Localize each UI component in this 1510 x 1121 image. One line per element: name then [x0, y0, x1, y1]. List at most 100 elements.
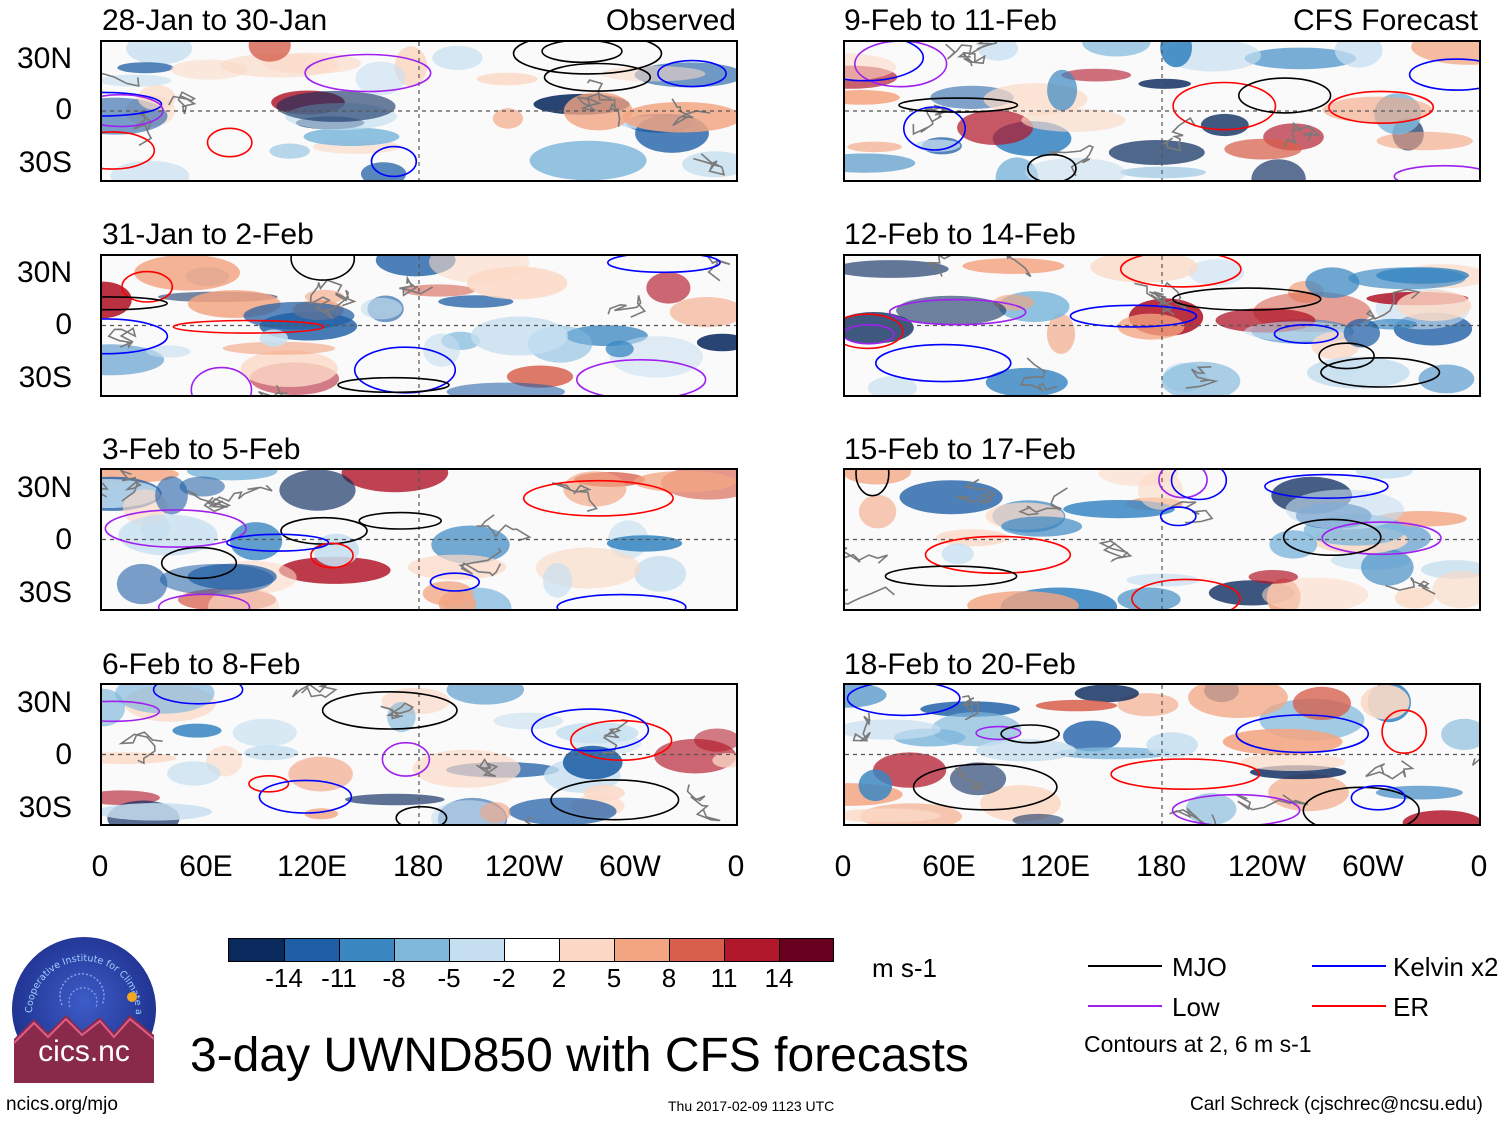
anomaly-shading [387, 702, 416, 733]
coastline [119, 470, 142, 502]
panel-source-label: Observed [605, 4, 736, 37]
wave-contour [121, 270, 174, 303]
anomaly-shading [360, 297, 403, 320]
anomaly-shading [542, 562, 573, 598]
legend-label-er: ER [1393, 992, 1430, 1022]
wave-contour [975, 725, 1022, 741]
lon-label: 120W [484, 850, 564, 883]
wave-contour [1350, 785, 1406, 811]
anomaly-shading [529, 140, 647, 180]
coastline [961, 694, 980, 721]
lon-label: 0 [1470, 850, 1488, 883]
lon-label: 60E [179, 850, 233, 883]
legend-note: Contours at 2, 6 m s-1 [1084, 1031, 1312, 1057]
anomaly-shading [1376, 131, 1473, 151]
wave-contour [1170, 470, 1228, 501]
wave-contour [888, 298, 1027, 326]
coastline [586, 79, 621, 127]
anomaly-shading [976, 739, 1076, 762]
anomaly-shading [1262, 577, 1369, 609]
anomaly-shading [1348, 267, 1466, 290]
anomaly-shading [1035, 699, 1117, 712]
wave-contour [902, 106, 967, 151]
colorbar-tick: -5 [437, 963, 461, 993]
coastline [686, 784, 721, 822]
anomaly-shading [1292, 686, 1351, 720]
anomaly-shading [1222, 728, 1343, 755]
anomaly-shading [1224, 138, 1302, 160]
anomaly-shading [1061, 68, 1132, 82]
anomaly-shading [858, 494, 897, 529]
legend-swatch-mjo [1088, 965, 1162, 967]
anomaly-shading [1432, 570, 1479, 609]
lat-label-30s: 30S [18, 576, 72, 609]
wave-contour [898, 97, 1019, 113]
anomaly-shading [240, 350, 338, 387]
panel-title: 28-Jan to 30-Jan [102, 4, 328, 37]
anomaly-shading [1411, 42, 1479, 65]
coastline [954, 767, 984, 792]
wave-contour [1393, 164, 1479, 180]
cics-logo: Cooperative Institute for Climate and Sa… [7, 927, 158, 1083]
anomaly-shading [492, 108, 523, 129]
anomaly-shading [279, 556, 391, 584]
anomaly-shading [1188, 685, 1288, 718]
coastline [187, 490, 232, 513]
anomaly-shading [712, 753, 736, 768]
wave-contour [1131, 578, 1241, 609]
colorbar-box [284, 938, 340, 962]
anomaly-shading [116, 563, 168, 605]
wave-contour [104, 509, 247, 548]
wave-contour [160, 546, 238, 580]
legend-swatch-er [1312, 1005, 1386, 1007]
anomaly-shading [845, 53, 896, 81]
wave-contour [531, 708, 650, 752]
anomaly-shading [1322, 96, 1433, 123]
wave-contour [157, 593, 251, 609]
anomaly-shading [1305, 267, 1360, 298]
wave-contour [522, 479, 674, 517]
anomaly-shading [102, 688, 126, 727]
wave-contour [1328, 90, 1435, 125]
coastline [476, 514, 532, 542]
anomaly-shading [845, 470, 911, 485]
anomaly-shading [646, 272, 691, 304]
anomaly-shading [1251, 159, 1306, 180]
wave-contour [1172, 287, 1322, 311]
anomaly-shading [1361, 549, 1414, 586]
anomaly-shading [601, 66, 706, 82]
anomaly-shading [431, 525, 510, 564]
lon-label: 180 [1135, 850, 1187, 883]
colorbar-box [449, 938, 505, 962]
wave-contour [152, 685, 244, 705]
anomaly-shading [172, 723, 222, 738]
anomaly-shading [1200, 113, 1249, 137]
coastline [206, 484, 273, 505]
wave-contour [172, 319, 325, 334]
anomaly-shading [1117, 693, 1179, 717]
coastline [945, 42, 998, 60]
panel-title: 18-Feb to 20-Feb [844, 648, 1076, 681]
lon-label: 60W [1342, 850, 1404, 883]
anomaly-shading [466, 266, 568, 300]
anomaly-shading [248, 42, 291, 62]
wave-contour [190, 366, 253, 395]
anomaly-shading [304, 289, 345, 304]
anomaly-shading [1146, 732, 1198, 758]
wave-contour [846, 685, 961, 717]
lon-label: 0 [834, 850, 852, 883]
anomaly-shading [1108, 140, 1205, 165]
anomaly-shading [1394, 587, 1435, 609]
anomaly-shading [423, 333, 460, 367]
wave-contour [337, 376, 450, 394]
panel-title: 15-Feb to 17-Feb [844, 433, 1076, 466]
coastline [399, 275, 433, 297]
wave-contour [1381, 709, 1428, 755]
coastline [607, 295, 647, 318]
anomaly-shading [845, 153, 916, 173]
wave-contour [102, 700, 161, 723]
anomaly-shading [845, 312, 914, 344]
anomaly-shading [1285, 489, 1405, 530]
panel-title: 9-Feb to 11-Feb [844, 4, 1057, 37]
wave-contour [1119, 256, 1242, 288]
